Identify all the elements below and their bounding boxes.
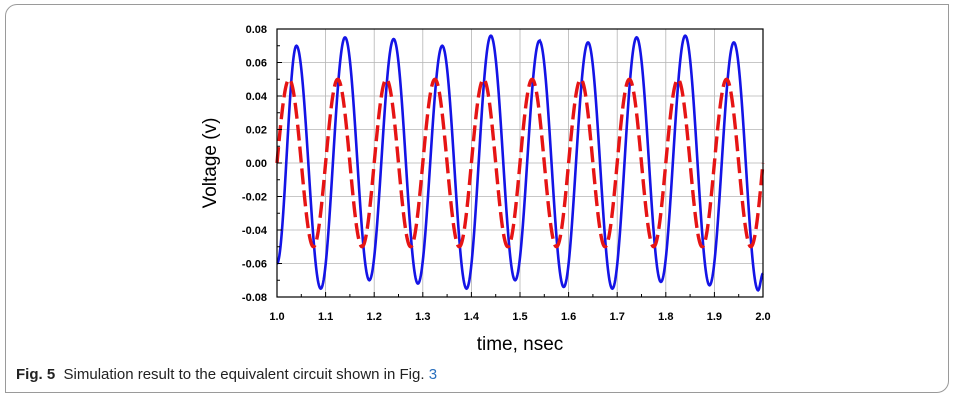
y-tick-label: 0.00 <box>246 158 267 170</box>
figure-caption: Fig. 5 Simulation result to the equivale… <box>16 366 437 383</box>
x-tick-label: 1.3 <box>415 311 430 323</box>
x-tick-label: 2.0 <box>755 311 770 323</box>
x-tick-label: 1.7 <box>610 311 625 323</box>
y-tick-label: 0.06 <box>246 58 267 70</box>
x-tick-label: 1.1 <box>318 311 333 323</box>
figure-frame <box>5 4 949 393</box>
y-tick-label: 0.04 <box>246 91 268 103</box>
x-axis-title: time, nsec <box>477 334 564 355</box>
x-tick-label: 1.6 <box>561 311 576 323</box>
plot-border <box>276 28 764 298</box>
y-tick-label: -0.04 <box>242 225 268 237</box>
x-tick-label: 1.9 <box>707 311 722 323</box>
y-tick-label: 0.08 <box>246 24 267 36</box>
y-axis-title: Voltage (v) <box>200 118 221 209</box>
y-tick-label: 0.02 <box>246 125 267 137</box>
x-tick-label: 1.5 <box>512 311 527 323</box>
x-tick-label: 1.4 <box>464 311 480 323</box>
tick-labels: 1.0 1.1 1.2 1.3 1.4 1.5 1.6 1.7 1.8 1.9 2.0 0.08 0.0… <box>242 24 771 323</box>
y-tick-label: -0.08 <box>242 292 267 304</box>
axis-layer <box>276 28 764 298</box>
x-tick-label: 1.8 <box>658 311 673 323</box>
caption-label: Fig. 5 <box>16 366 56 383</box>
y-tick-label: -0.06 <box>242 259 267 271</box>
y-tick-label: -0.02 <box>242 192 267 204</box>
x-tick-label: 1.2 <box>367 311 382 323</box>
series-blue-solid-line <box>276 34 764 292</box>
x-tick-label: 1.0 <box>269 311 284 323</box>
caption-text: Simulation result to the equivalent circ… <box>63 366 425 383</box>
series-layer <box>275 34 765 292</box>
caption-figure-link[interactable]: 3 <box>428 366 438 383</box>
series-red-dashed-line <box>275 77 765 249</box>
